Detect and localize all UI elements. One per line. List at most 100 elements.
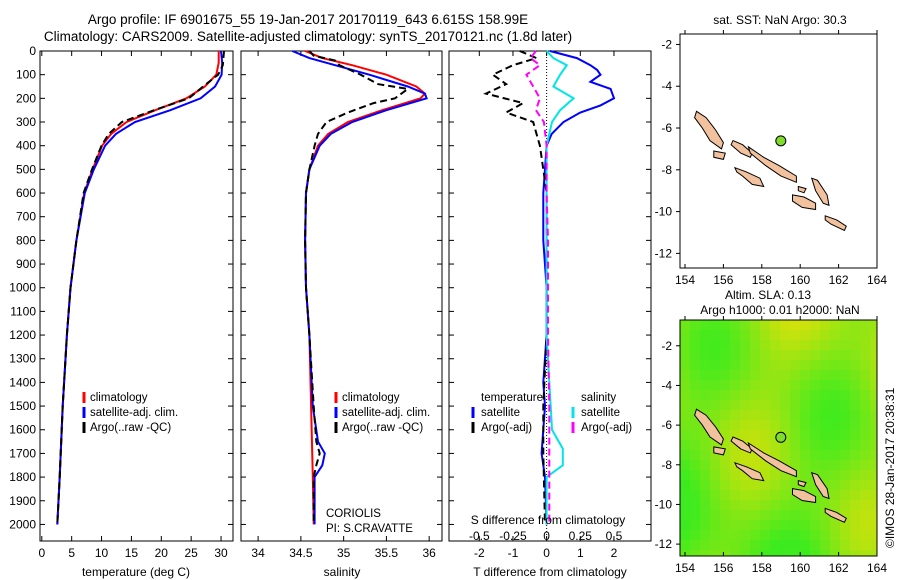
legend-label: Argo(-adj) xyxy=(581,422,632,434)
sla-cell xyxy=(700,510,710,520)
sla-cell xyxy=(730,390,740,400)
sla-cell xyxy=(770,490,780,500)
sla-cell xyxy=(860,340,870,350)
sla-cell xyxy=(700,400,710,410)
map1-title: sat. SST: NaN Argo: 30.3 xyxy=(713,13,847,27)
sla-cell xyxy=(690,530,700,540)
sla-cell xyxy=(720,350,730,360)
sla-cell xyxy=(830,340,840,350)
sla-cell xyxy=(750,420,760,430)
sla-cell xyxy=(810,500,820,510)
sla-cell xyxy=(710,410,720,420)
sla-cell xyxy=(790,350,800,360)
sla-cell xyxy=(710,490,720,500)
sla-cell xyxy=(800,550,810,556)
sla-cell xyxy=(740,430,750,440)
sla-cell xyxy=(680,470,690,480)
sla-cell xyxy=(750,360,760,370)
sla-cell xyxy=(690,470,700,480)
sla-cell xyxy=(810,520,820,530)
sla-cell xyxy=(810,480,820,490)
sla-cell xyxy=(850,340,860,350)
sla-cell xyxy=(740,360,750,370)
sla-cell xyxy=(820,440,830,450)
sla-cell xyxy=(870,340,877,350)
sla-cell xyxy=(830,380,840,390)
sst-map: 154 156 158 160 162 164 -2 -4 -6 -8 -10 -12 xyxy=(655,30,887,287)
sla-cell xyxy=(860,380,870,390)
sla-cell xyxy=(840,420,850,430)
lat-tick-label: -6 xyxy=(661,418,672,432)
sla-cell xyxy=(680,520,690,530)
sla-cell xyxy=(860,360,870,370)
x-tick-label: 5 xyxy=(68,546,75,560)
sla-cell xyxy=(860,450,870,460)
sla-cell xyxy=(780,540,790,550)
sla-cell xyxy=(830,530,840,540)
sla-cell xyxy=(790,510,800,520)
sla-cell xyxy=(690,510,700,520)
sla-cell xyxy=(860,500,870,510)
sla-cell xyxy=(860,430,870,440)
sla-cell xyxy=(750,350,760,360)
sla-cell xyxy=(710,350,720,360)
sla-cell xyxy=(720,470,730,480)
sla-cell xyxy=(860,470,870,480)
sla-cell xyxy=(750,340,760,350)
sla-cell xyxy=(810,450,820,460)
island-coastline xyxy=(792,194,817,211)
sla-cell xyxy=(860,490,870,500)
sla-cell xyxy=(770,330,780,340)
legend-label: Argo(-adj) xyxy=(481,422,532,434)
sla-cell xyxy=(750,450,760,460)
sla-cell xyxy=(780,330,790,340)
lat-tick-label: -12 xyxy=(655,537,673,551)
sla-cell xyxy=(820,550,830,556)
sla-cell xyxy=(680,460,690,470)
sla-cell xyxy=(750,370,760,380)
sla-cell xyxy=(840,400,850,410)
sla-cell xyxy=(720,520,730,530)
sla-cell xyxy=(750,490,760,500)
sla-cell xyxy=(710,400,720,410)
sla-cell xyxy=(700,550,710,556)
lon-tick-label: 164 xyxy=(867,561,887,575)
series-line-climatology xyxy=(304,50,427,525)
imos-credit: ©IMOS 28-Jan-2017 20:38:31 xyxy=(883,387,897,548)
sla-cell xyxy=(740,550,750,556)
sla-cell xyxy=(720,330,730,340)
y-tick-label: 1800 xyxy=(9,470,36,484)
sla-cell xyxy=(840,380,850,390)
sla-cell xyxy=(840,410,850,420)
sla-cell xyxy=(840,330,850,340)
sla-cell xyxy=(690,320,700,330)
sla-cell xyxy=(740,340,750,350)
sla-cell xyxy=(770,410,780,420)
sla-cell xyxy=(710,450,720,460)
sla-cell xyxy=(690,360,700,370)
sla-cell xyxy=(850,470,860,480)
lon-tick-label: 156 xyxy=(713,561,733,575)
sla-cell xyxy=(710,540,720,550)
sla-cell xyxy=(770,550,780,556)
island-coastline xyxy=(713,446,726,456)
sla-cell xyxy=(860,420,870,430)
lat-tick-label: -8 xyxy=(661,163,672,177)
series-line-satellite-adj-clim- xyxy=(56,50,224,525)
sla-cell xyxy=(700,320,710,330)
lat-tick-label: -4 xyxy=(661,378,672,392)
sla-cell xyxy=(700,490,710,500)
island-coastline xyxy=(733,166,765,188)
series-line-argo-raw-qc- xyxy=(56,50,225,525)
sla-cell xyxy=(800,330,810,340)
sla-cell xyxy=(700,340,710,350)
sla-cell xyxy=(840,450,850,460)
series-line-s-argo-adj- xyxy=(525,50,551,525)
legend-label: satellite-adj. clim. xyxy=(90,407,178,419)
sla-cell xyxy=(700,500,710,510)
sla-cell xyxy=(700,360,710,370)
sla-cell xyxy=(820,330,830,340)
sla-cell xyxy=(820,380,830,390)
plot-frame xyxy=(39,50,234,542)
sla-cell xyxy=(770,400,780,410)
